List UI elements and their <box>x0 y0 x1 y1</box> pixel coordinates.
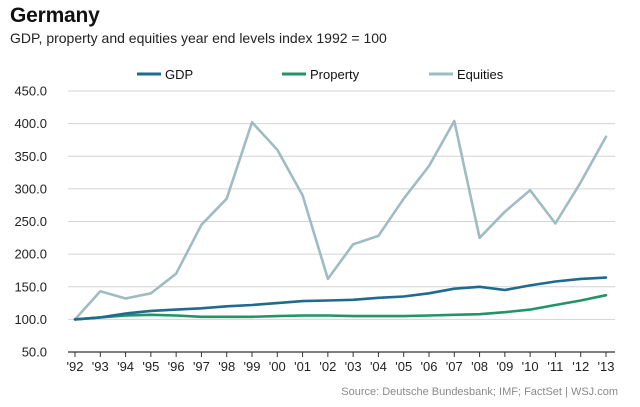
x-tick-label: '94 <box>117 359 134 374</box>
chart-title: Germany <box>10 4 100 27</box>
y-tick-label: 450.0 <box>14 84 47 99</box>
x-tick-label: '06 <box>421 359 438 374</box>
x-tick-label: '07 <box>446 359 463 374</box>
source-note: Source: Deutsche Bundesbank; IMF; FactSe… <box>341 386 618 398</box>
x-tick-label: '04 <box>370 359 387 374</box>
x-tick-label: '08 <box>471 359 488 374</box>
x-tick-label: '11 <box>547 359 563 374</box>
x-tick-label: '12 <box>572 359 589 374</box>
x-tick-label: '98 <box>218 359 235 374</box>
x-tick-label: '05 <box>395 359 412 374</box>
x-tick-label: '96 <box>168 359 185 374</box>
x-tick-label: '97 <box>193 359 210 374</box>
x-tick-label: '10 <box>522 359 539 374</box>
legend-label-equities: Equities <box>457 67 504 82</box>
series-line-equities <box>73 119 608 321</box>
x-tick-label: '93 <box>92 359 109 374</box>
series-line-property <box>73 293 608 321</box>
y-tick-label: 400.0 <box>14 116 47 131</box>
x-tick-label: '03 <box>345 359 362 374</box>
x-tick-label: '99 <box>244 359 261 374</box>
y-tick-label: 200.0 <box>14 247 47 262</box>
y-tick-label: 300.0 <box>14 181 47 196</box>
x-tick-label: '00 <box>269 359 286 374</box>
y-tick-label: 50.0 <box>22 345 47 360</box>
x-tick-label: '09 <box>496 359 513 374</box>
x-tick-label: '01 <box>294 359 311 374</box>
x-tick-label: '95 <box>142 359 159 374</box>
y-tick-label: 150.0 <box>14 279 47 294</box>
legend-label-gdp: GDP <box>165 67 193 82</box>
legend-label-property: Property <box>310 67 360 82</box>
chart-subtitle: GDP, property and equities year end leve… <box>10 30 387 46</box>
x-tick-label: '13 <box>598 359 615 374</box>
x-tick-label: '92 <box>67 359 84 374</box>
y-tick-label: 350.0 <box>14 149 47 164</box>
y-tick-label: 100.0 <box>14 312 47 327</box>
series-line-gdp <box>73 276 608 321</box>
x-tick-label: '02 <box>319 359 336 374</box>
y-tick-label: 250.0 <box>14 214 47 229</box>
